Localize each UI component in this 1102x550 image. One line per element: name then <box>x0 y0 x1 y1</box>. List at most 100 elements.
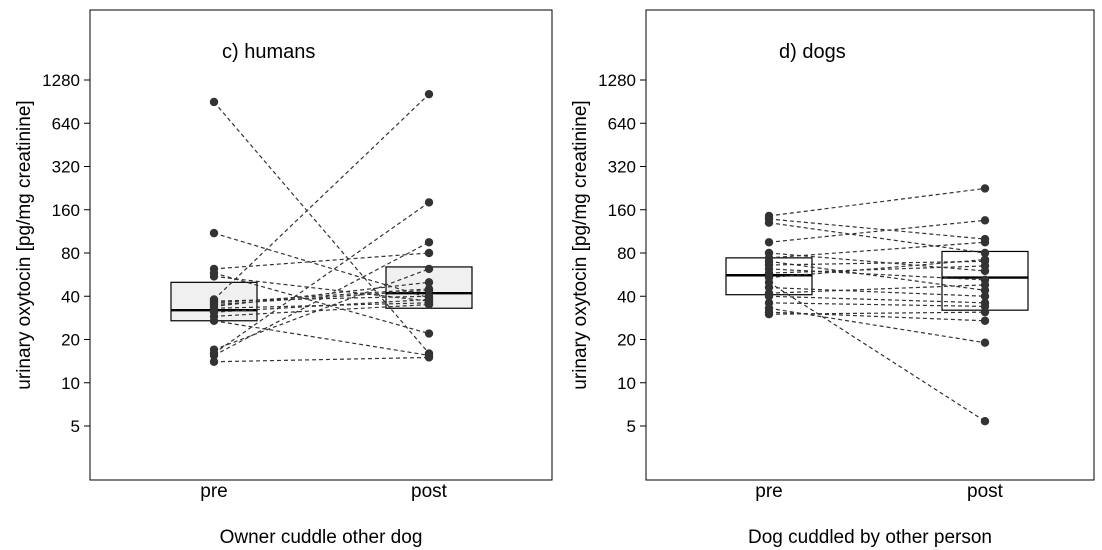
data-point-pre <box>209 272 219 281</box>
data-point-pre <box>209 357 219 366</box>
pair-line <box>213 268 430 351</box>
pair-line <box>213 275 430 302</box>
data-point-post <box>424 198 434 207</box>
pair-line <box>213 356 430 363</box>
data-point-post <box>980 316 990 325</box>
data-point-post <box>980 307 990 317</box>
x-tick-label-pre: pre <box>200 481 227 502</box>
y-tick-label: 320 <box>608 158 636 177</box>
data-point-post <box>980 255 990 264</box>
y-tick-label: 10 <box>617 374 636 393</box>
pair-line <box>768 241 986 259</box>
pair-line <box>768 311 986 315</box>
panel-humans: c) humans urinary oxytocin [pg/mg creati… <box>14 9 553 548</box>
pair-line <box>213 272 430 335</box>
y-tick-label: 1280 <box>598 71 636 90</box>
data-point-post <box>980 238 990 247</box>
pair-line <box>768 187 986 217</box>
pair-line <box>768 258 986 279</box>
data-point-post <box>424 89 434 99</box>
x-axis-label: Owner cuddle other dog <box>220 527 423 548</box>
plot-frame <box>645 9 1095 481</box>
data-point-pre <box>209 351 219 360</box>
y-tick-label: 1280 <box>42 71 80 90</box>
pair-line <box>213 241 430 356</box>
data-point-pre <box>209 316 219 325</box>
y-axis-label: urinary oxytocin [pg/mg creatinine] <box>570 100 591 389</box>
data-point-post <box>980 416 990 426</box>
data-point-post <box>980 184 990 193</box>
y-tick-label: 40 <box>617 287 636 306</box>
pair-line <box>213 281 430 307</box>
x-tick-label-post: post <box>967 481 1004 502</box>
pair-line <box>768 218 986 240</box>
pair-line <box>768 260 986 266</box>
y-tick-label: 80 <box>61 244 80 263</box>
y-tick-label: 5 <box>71 417 80 436</box>
data-point-post <box>980 216 990 225</box>
data-point-post <box>424 248 434 258</box>
y-tick-label: 160 <box>608 201 636 220</box>
pair-line <box>768 265 986 274</box>
y-tick-label: 640 <box>608 114 636 133</box>
y-tick-label: 640 <box>52 114 80 133</box>
pair-line <box>768 295 986 304</box>
data-point-pre <box>764 310 774 319</box>
pair-line <box>213 101 430 354</box>
panel-title: d) dogs <box>779 41 846 63</box>
data-point-post <box>980 248 990 258</box>
y-tick-label: 20 <box>617 331 636 350</box>
pair-line <box>768 260 986 291</box>
data-point-post <box>424 286 434 295</box>
data-point-pre <box>209 97 219 107</box>
y-tick-label: 5 <box>627 417 636 436</box>
data-point-post <box>980 338 990 347</box>
pair-line <box>213 303 430 317</box>
data-point-post <box>980 280 990 290</box>
data-point-post <box>424 353 434 362</box>
pair-line <box>768 222 986 254</box>
pair-line <box>768 219 986 243</box>
pair-line <box>213 201 430 354</box>
panel-dogs: d) dogs urinary oxytocin [pg/mg creatini… <box>570 9 1095 548</box>
data-point-post <box>424 329 434 338</box>
plot-marks <box>725 184 1029 426</box>
y-tick-label: 160 <box>52 201 80 220</box>
y-tick-label: 320 <box>52 158 80 177</box>
pair-line <box>768 286 986 297</box>
data-point-post <box>980 302 990 311</box>
plot-marks <box>170 89 473 366</box>
data-point-post <box>424 300 434 309</box>
pair-line <box>213 298 430 313</box>
data-point-post <box>980 261 990 271</box>
pair-line <box>213 288 430 304</box>
x-axis-label: Dog cuddled by other person <box>748 527 992 548</box>
pair-line <box>213 320 430 356</box>
data-point-pre <box>764 292 774 301</box>
y-tick-label: 80 <box>617 244 636 263</box>
pair-line <box>768 281 986 422</box>
pair-line <box>213 252 430 270</box>
y-tick-label: 10 <box>61 374 80 393</box>
pair-line <box>768 302 986 307</box>
y-axis-label: urinary oxytocin [pg/mg creatinine] <box>14 100 35 389</box>
pair-line <box>768 268 986 281</box>
data-point-post <box>424 238 434 247</box>
data-point-post <box>424 264 434 274</box>
y-tick-label: 40 <box>61 287 80 306</box>
pair-line <box>768 252 986 272</box>
plot-frame <box>89 9 553 481</box>
data-point-pre <box>209 228 219 238</box>
pair-line <box>768 284 986 294</box>
y-tick-label: 20 <box>61 331 80 350</box>
pair-line <box>213 232 430 299</box>
data-point-pre <box>764 218 774 227</box>
data-point-pre <box>764 238 774 247</box>
pair-line <box>213 93 430 300</box>
x-tick-label-post: post <box>411 481 448 502</box>
data-point-post <box>424 278 434 287</box>
data-point-post <box>980 292 990 301</box>
x-tick-label-pre: pre <box>755 481 782 502</box>
panel-title: c) humans <box>222 41 315 63</box>
